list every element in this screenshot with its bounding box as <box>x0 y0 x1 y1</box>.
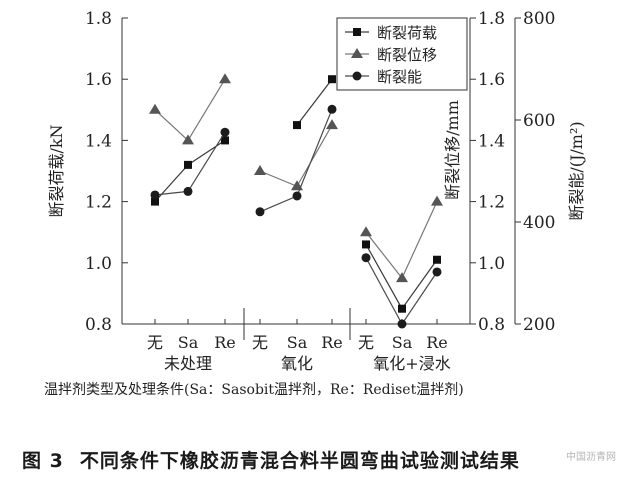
figure-caption: 图 3 不同条件下橡胶沥青混合料半圆弯曲试验测试结果 <box>22 446 520 473</box>
mid-axis-title: 断裂位移/mm <box>443 100 462 200</box>
data-point-triangle <box>396 272 408 283</box>
series-line-triangle <box>259 124 333 188</box>
left-tick-label: 1.8 <box>85 9 112 29</box>
series-line-triangle <box>154 78 226 142</box>
data-point-circle <box>432 267 442 277</box>
legend-label: 断裂能 <box>377 68 422 86</box>
caption-text: 不同条件下橡胶沥青混合料半圆弯曲试验测试结果 <box>79 450 520 472</box>
chart: 0.8 1.0 1.2 1.4 1.6 1.8 0.8 1.0 1.2 1.4 1.6 1.8 200 4… <box>44 9 586 398</box>
data-point-triangle <box>219 73 231 84</box>
legend-marker <box>351 48 363 58</box>
data-point-circle <box>292 191 302 201</box>
right-tick-label: 600 <box>523 111 555 131</box>
right-axis-title: 断裂能/(J/m²) <box>567 121 586 220</box>
data-point-circle <box>220 127 230 137</box>
left-axis-title: 断裂荷载/kN <box>47 124 66 217</box>
mid-tick-label: 1.6 <box>478 70 505 90</box>
data-point-square <box>184 160 192 169</box>
x-tick-label: Re <box>426 333 448 352</box>
data-point-square <box>221 136 229 145</box>
x-tick-label: 无 <box>358 333 374 352</box>
left-tick-label: 1.0 <box>85 254 112 274</box>
x-tick-label: Sa <box>287 333 308 352</box>
x-tick-label: Sa <box>178 333 199 352</box>
series-line-triangle <box>365 201 438 280</box>
data-point-circle <box>327 104 337 114</box>
left-tick-label: 1.2 <box>85 193 112 213</box>
right-tick-label: 400 <box>523 213 555 233</box>
data-point-square <box>362 240 370 249</box>
x-tick-label: 无 <box>252 333 268 352</box>
left-tick-label: 1.4 <box>85 131 112 151</box>
group-label: 氧化+浸水 <box>373 354 450 373</box>
right-tick-label: 200 <box>523 315 555 335</box>
data-point-triangle <box>182 134 194 145</box>
data-point-triangle <box>149 103 161 114</box>
data-point-triangle <box>326 119 338 130</box>
mid-tick-label: 1.8 <box>478 9 505 29</box>
series-line-circle <box>365 257 438 326</box>
data-point-circle <box>150 190 160 200</box>
group-label: 氧化 <box>281 354 313 373</box>
data-point-circle <box>183 186 193 196</box>
legend-label: 断裂位移 <box>377 46 437 64</box>
data-point-square <box>293 121 301 130</box>
group-label: 未处理 <box>164 354 212 373</box>
series-line-square <box>296 78 333 126</box>
data-point-square <box>398 304 406 313</box>
data-point-triangle <box>254 165 266 175</box>
mid-tick-label: 1.0 <box>478 254 505 274</box>
data-point-circle <box>361 253 371 263</box>
watermark: 中国沥青网 <box>566 452 616 463</box>
data-point-triangle <box>360 226 372 237</box>
mid-tick-label: 1.4 <box>478 131 505 151</box>
data-point-circle <box>397 319 407 329</box>
data-point-square <box>151 197 159 206</box>
legend-marker <box>353 28 361 36</box>
data-point-square <box>433 255 441 264</box>
x-tick-label: 无 <box>147 333 163 352</box>
caption-number: 图 3 <box>22 450 64 472</box>
legend-marker <box>352 71 362 81</box>
mid-tick-label: 1.2 <box>478 193 505 213</box>
left-tick-label: 0.8 <box>85 315 112 335</box>
right-tick-label: 800 <box>523 9 555 29</box>
data-point-square <box>328 75 336 84</box>
x-axis-title: 温拌剂类型及处理条件(Sa：Sasobit温拌剂，Re：Rediset温拌剂) <box>44 381 464 398</box>
data-point-circle <box>255 207 265 217</box>
left-tick-label: 1.6 <box>85 70 112 90</box>
data-point-triangle <box>431 195 443 206</box>
x-tick-label: Re <box>214 333 236 352</box>
x-tick-label: Re <box>321 333 343 352</box>
legend-label: 断裂荷载 <box>377 24 437 42</box>
x-tick-label: Sa <box>392 333 413 352</box>
mid-tick-label: 0.8 <box>478 315 505 335</box>
